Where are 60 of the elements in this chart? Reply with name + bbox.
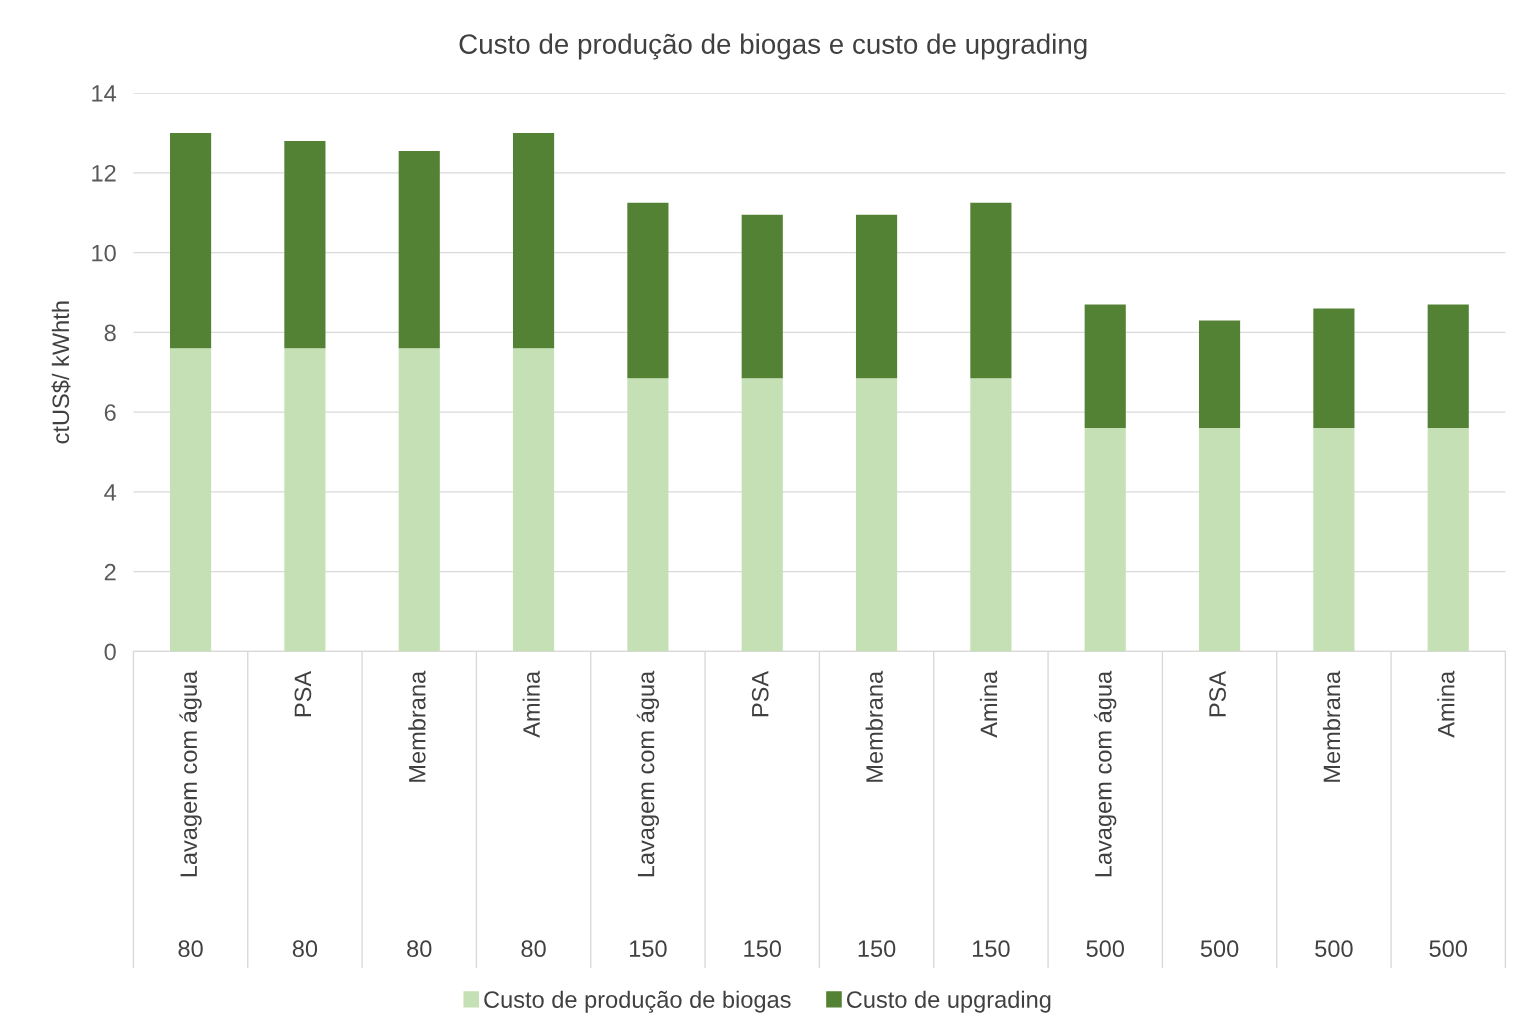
text: 80	[521, 940, 546, 958]
bar	[970, 378, 1012, 652]
bar	[398, 150, 440, 349]
y-tick-label: 14	[92, 85, 117, 102]
x-tick-label: PSA	[751, 670, 769, 717]
bar	[627, 378, 669, 652]
x-tick-label: Lavagem com água	[1094, 670, 1117, 877]
bar	[1198, 320, 1241, 429]
x-tick-label: Amina	[979, 670, 998, 738]
text: 500	[1086, 940, 1124, 958]
bar	[855, 214, 898, 379]
bar	[284, 348, 326, 652]
bar	[1427, 304, 1469, 429]
x-tick-label: Amina	[522, 670, 540, 738]
x-tick-label: Lavagem com água	[636, 670, 660, 877]
bar	[855, 378, 898, 652]
y-tick-label: 6	[104, 404, 116, 421]
bar	[398, 348, 440, 652]
bar	[741, 378, 783, 652]
x-tick-label: Lavagem com água	[179, 670, 202, 877]
bar	[741, 214, 783, 379]
bar	[1084, 428, 1126, 652]
text: 500	[1315, 940, 1353, 958]
bar	[284, 140, 326, 349]
bar	[1084, 304, 1126, 429]
bar	[169, 132, 212, 349]
x-tick-label: Membrana	[408, 670, 426, 782]
bar	[1313, 308, 1355, 429]
bar	[169, 348, 212, 652]
bar	[970, 202, 1012, 379]
text: 500	[1429, 940, 1467, 958]
legend-label: Custo de upgrading	[846, 990, 1051, 1013]
text: 80	[292, 940, 318, 958]
text: 150	[973, 940, 1010, 958]
y-tick-label: 10	[92, 244, 116, 262]
text: 150	[630, 940, 667, 958]
x-tick-label: PSA	[294, 670, 312, 717]
y-tick-label: 12	[92, 164, 116, 182]
legend-label: Custo de produção de biogas	[484, 990, 791, 1013]
y-axis-title: ctUS$/ kWhth	[51, 301, 71, 444]
y-tick-label: 8	[104, 324, 116, 342]
x-tick-label: Membrana	[1322, 670, 1341, 782]
bar	[512, 132, 555, 349]
x-tick-label: Membrana	[865, 670, 883, 782]
y-tick-label: 2	[104, 563, 116, 581]
text: 80	[178, 940, 203, 958]
x-tick-label: PSA	[1209, 670, 1226, 717]
text: 500	[1200, 940, 1239, 958]
y-tick-label: 4	[104, 484, 117, 501]
bar	[627, 202, 669, 379]
bar	[1313, 428, 1355, 652]
text: 150	[858, 940, 896, 958]
y-tick-label: 0	[104, 643, 116, 661]
x-tick-label: Amina	[1437, 670, 1455, 738]
bar	[1427, 428, 1469, 652]
text: 80	[407, 940, 432, 958]
bar	[1198, 428, 1241, 652]
bar	[512, 348, 555, 652]
text: 150	[744, 940, 782, 958]
chart-title: Custo de produção de biogas e custo de upgrading	[459, 33, 1087, 60]
